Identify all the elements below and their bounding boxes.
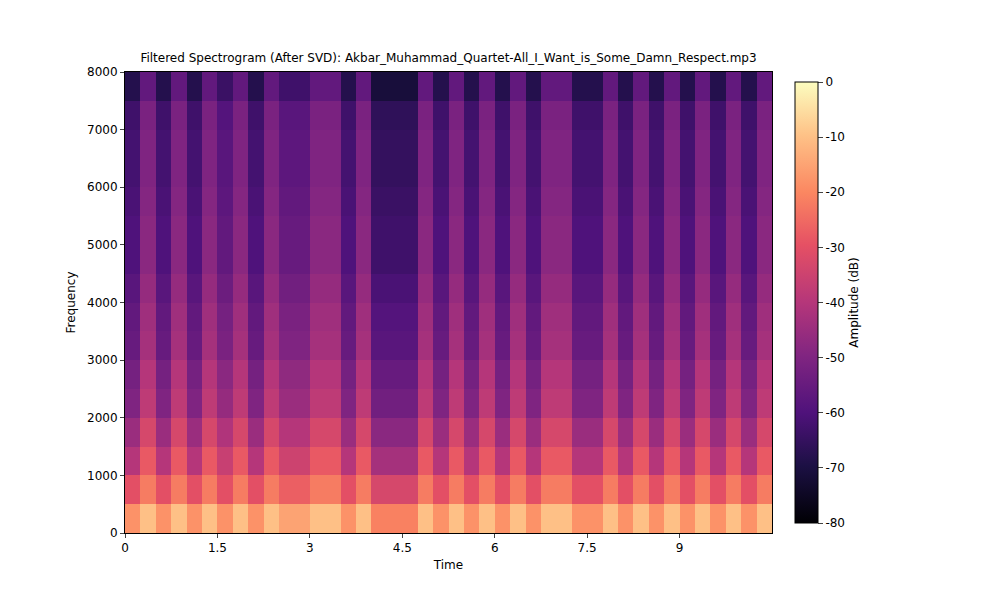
svg-text:7.5: 7.5	[578, 541, 597, 555]
svg-text:Time: Time	[433, 558, 463, 572]
svg-text:Filtered Spectrogram (After SV: Filtered Spectrogram (After SVD): Akbar_…	[140, 51, 756, 65]
svg-text:-30: -30	[825, 241, 845, 255]
svg-text:-40: -40	[825, 296, 845, 310]
svg-text:Amplitude (dB): Amplitude (dB)	[847, 257, 861, 348]
svg-text:3000: 3000	[87, 353, 118, 367]
svg-text:4000: 4000	[87, 296, 118, 310]
svg-text:1.5: 1.5	[208, 541, 227, 555]
svg-text:2000: 2000	[87, 411, 118, 425]
svg-text:0: 0	[121, 541, 129, 555]
svg-text:6: 6	[491, 541, 499, 555]
svg-text:1000: 1000	[87, 469, 118, 483]
svg-text:-50: -50	[825, 351, 845, 365]
svg-text:-10: -10	[825, 130, 845, 144]
svg-text:-80: -80	[825, 516, 845, 530]
svg-text:Frequency: Frequency	[64, 272, 78, 334]
svg-text:8000: 8000	[87, 65, 118, 79]
svg-text:3: 3	[306, 541, 314, 555]
svg-text:6000: 6000	[87, 180, 118, 194]
svg-text:-70: -70	[825, 461, 845, 475]
svg-text:0: 0	[110, 526, 118, 540]
svg-text:4.5: 4.5	[393, 541, 412, 555]
svg-text:7000: 7000	[87, 123, 118, 137]
svg-text:0: 0	[825, 75, 833, 89]
svg-text:-20: -20	[825, 185, 845, 199]
svg-text:9: 9	[676, 541, 684, 555]
svg-text:-60: -60	[825, 406, 845, 420]
svg-text:5000: 5000	[87, 238, 118, 252]
